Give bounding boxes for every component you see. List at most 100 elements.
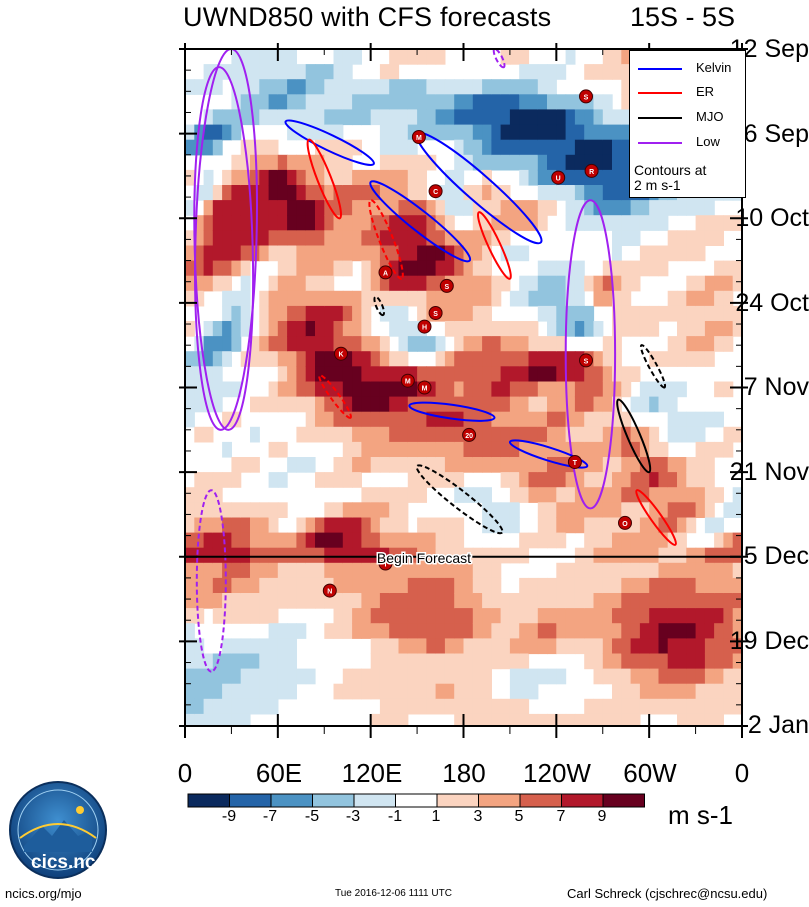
heatmap-cell bbox=[472, 154, 483, 171]
heatmap-cell bbox=[389, 154, 400, 171]
heatmap-cell bbox=[389, 502, 400, 518]
heatmap-cell bbox=[658, 305, 669, 322]
heatmap-cell bbox=[472, 215, 483, 231]
heatmap-cell bbox=[259, 139, 270, 156]
heatmap-cell bbox=[324, 517, 335, 534]
heatmap-cell bbox=[565, 638, 576, 655]
heatmap-cell bbox=[361, 79, 372, 95]
heatmap-cell bbox=[714, 260, 724, 277]
heatmap-cell bbox=[519, 169, 530, 186]
heatmap-cell bbox=[305, 321, 316, 337]
heatmap-cell bbox=[519, 366, 530, 382]
heatmap-cell bbox=[287, 169, 297, 186]
cyclone-marker-label: H bbox=[422, 325, 427, 332]
heatmap-cell bbox=[658, 457, 669, 473]
cyclone-marker-icon bbox=[579, 89, 593, 104]
heatmap-cell bbox=[463, 608, 474, 624]
heatmap-cell bbox=[639, 562, 650, 579]
heatmap-cell bbox=[370, 653, 381, 670]
heatmap-cell bbox=[584, 185, 595, 201]
cyclone-marker-icon bbox=[462, 427, 477, 442]
heatmap-cell bbox=[574, 109, 585, 126]
heatmap-cell bbox=[231, 154, 242, 171]
heatmap-cell bbox=[547, 185, 557, 201]
heatmap-cell bbox=[426, 457, 437, 473]
heatmap-cell bbox=[305, 94, 316, 110]
heatmap-cell bbox=[277, 230, 288, 246]
heatmap-cell bbox=[444, 215, 455, 231]
heatmap-cell bbox=[259, 169, 270, 186]
wave-contour-kelvin bbox=[369, 180, 472, 263]
heatmap-cell bbox=[472, 698, 483, 715]
heatmap-cell bbox=[277, 109, 288, 126]
heatmap-cell bbox=[277, 623, 288, 639]
heatmap-cell bbox=[240, 215, 251, 231]
heatmap-cell bbox=[435, 366, 446, 382]
heatmap-cell bbox=[194, 426, 205, 443]
heatmap-cell bbox=[324, 593, 335, 609]
heatmap-cell bbox=[194, 260, 205, 277]
heatmap-cell bbox=[658, 396, 669, 413]
legend-note-line: Contours at bbox=[634, 162, 707, 178]
heatmap-cell bbox=[732, 215, 742, 231]
heatmap-cell bbox=[677, 623, 687, 639]
heatmap-cell bbox=[370, 396, 381, 413]
wave-contour-mjo bbox=[616, 398, 652, 474]
heatmap-cell bbox=[658, 608, 669, 624]
cyclone-marker-icon bbox=[411, 130, 426, 144]
heatmap-cell bbox=[584, 426, 595, 443]
heatmap-cell bbox=[370, 79, 381, 95]
heatmap-cell bbox=[565, 517, 576, 534]
heatmap-cell bbox=[723, 547, 734, 564]
heatmap-cell bbox=[528, 169, 539, 186]
heatmap-cell bbox=[537, 305, 548, 322]
heatmap-cell bbox=[463, 593, 474, 609]
heatmap-cell bbox=[379, 245, 390, 262]
heatmap-cell bbox=[593, 517, 604, 534]
heatmap-cell bbox=[602, 351, 613, 367]
heatmap-cell bbox=[482, 305, 492, 322]
heatmap-cell bbox=[612, 457, 622, 473]
heatmap-cell bbox=[677, 547, 687, 564]
heatmap-cell bbox=[500, 366, 511, 382]
heatmap-cell bbox=[556, 139, 567, 156]
heatmap-cell bbox=[268, 321, 279, 337]
heatmap-cell bbox=[500, 411, 511, 428]
heatmap-cell bbox=[417, 185, 427, 201]
heatmap-cell bbox=[454, 698, 465, 715]
heatmap-cell bbox=[324, 290, 335, 307]
heatmap-cell bbox=[454, 124, 465, 141]
heatmap-cell bbox=[704, 215, 715, 231]
heatmap-cell bbox=[398, 94, 409, 110]
heatmap-cell bbox=[482, 577, 492, 594]
heatmap-cell bbox=[593, 698, 604, 715]
heatmap-cell bbox=[435, 441, 446, 458]
heatmap-cell bbox=[333, 608, 344, 624]
heatmap-cell bbox=[352, 547, 362, 564]
heatmap-cell bbox=[222, 185, 232, 201]
heatmap-cell bbox=[639, 593, 650, 609]
heatmap-cell bbox=[677, 336, 687, 352]
heatmap-cell bbox=[686, 290, 697, 307]
heatmap-cell bbox=[426, 215, 437, 231]
heatmap-cell bbox=[389, 109, 400, 126]
heatmap-cell bbox=[491, 275, 502, 292]
heatmap-cell bbox=[212, 200, 223, 216]
heatmap-cell bbox=[370, 169, 381, 186]
heatmap-cell bbox=[212, 668, 223, 685]
heatmap-cell bbox=[704, 351, 715, 367]
heatmap-cell bbox=[231, 577, 242, 594]
heatmap-cell bbox=[667, 593, 678, 609]
heatmap-cell bbox=[333, 396, 344, 413]
heatmap-cell bbox=[444, 517, 455, 534]
heatmap-cell bbox=[389, 577, 400, 594]
heatmap-cell bbox=[630, 275, 641, 292]
heatmap-cell bbox=[417, 49, 427, 65]
heatmap-cell bbox=[268, 94, 279, 110]
heatmap-cell bbox=[537, 381, 548, 398]
heatmap-cell bbox=[370, 336, 381, 352]
heatmap-cell bbox=[417, 169, 427, 186]
heatmap-cell bbox=[491, 200, 502, 216]
heatmap-cell bbox=[695, 472, 706, 488]
heatmap-cell bbox=[482, 275, 492, 292]
